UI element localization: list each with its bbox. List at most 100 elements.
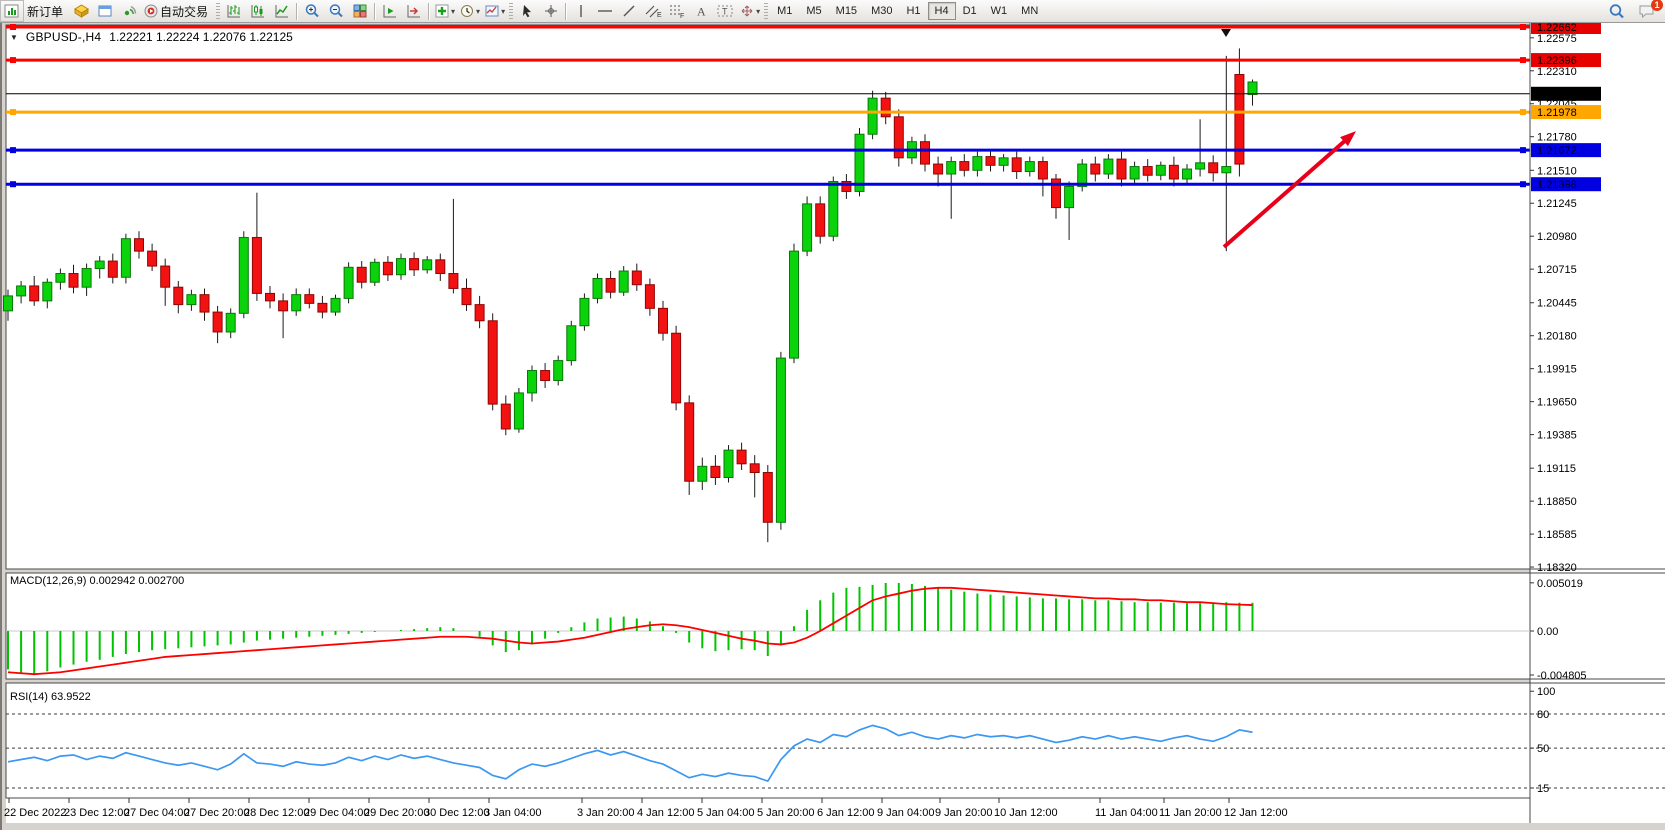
bar-chart-icon bbox=[227, 5, 241, 18]
price-chart-svg: 1.225751.223101.220451.217801.215101.212… bbox=[2, 23, 1665, 830]
line-handle[interactable] bbox=[10, 109, 16, 116]
notification-badge: 1 bbox=[1651, 0, 1663, 11]
fibonacci-button[interactable]: F bbox=[665, 0, 689, 22]
time-axis-label: 29 Dec 20:00 bbox=[364, 807, 429, 819]
channel-icon: E bbox=[645, 5, 662, 19]
rsi-axis-tick: 15 bbox=[1537, 783, 1549, 795]
indicators-button[interactable]: ▾ bbox=[432, 0, 457, 22]
line-handle[interactable] bbox=[10, 147, 16, 154]
chart-shift-marker-icon[interactable] bbox=[1221, 29, 1231, 37]
timeframe-m30[interactable]: M30 bbox=[871, 5, 893, 17]
time-axis-label: 27 Dec 04:00 bbox=[124, 807, 189, 819]
signal-icon bbox=[124, 5, 137, 16]
chart-shift-button[interactable] bbox=[402, 0, 426, 22]
trendline-icon bbox=[623, 5, 635, 17]
timeframe-h4[interactable]: H4 bbox=[927, 2, 956, 20]
crosshair-button[interactable] bbox=[539, 0, 563, 22]
chevron-down-icon: ▾ bbox=[501, 6, 506, 16]
svg-text:E: E bbox=[657, 12, 662, 19]
price-axis-tick: 1.22310 bbox=[1537, 66, 1577, 78]
time-axis-label: 28 Dec 12:00 bbox=[244, 807, 309, 819]
candlestick-chart-icon bbox=[251, 5, 265, 18]
zoom-out-button[interactable] bbox=[324, 0, 348, 22]
new-chart-button[interactable] bbox=[0, 0, 24, 22]
templates-button[interactable]: ▾ bbox=[482, 0, 507, 22]
time-axis-label: 3 Jan 04:00 bbox=[484, 807, 542, 819]
price-badge bbox=[1531, 23, 1601, 34]
zoom-in-button[interactable] bbox=[300, 0, 324, 22]
market-watch-button[interactable] bbox=[93, 0, 117, 22]
text-button[interactable]: A bbox=[689, 0, 713, 22]
autotrading-button[interactable]: 自动交易 bbox=[141, 0, 214, 22]
line-handle[interactable] bbox=[10, 57, 16, 64]
time-axis-label: 9 Jan 04:00 bbox=[877, 807, 935, 819]
line-handle[interactable] bbox=[1520, 24, 1526, 30]
line-handle[interactable] bbox=[10, 181, 16, 188]
profiles-button[interactable] bbox=[69, 0, 93, 22]
price-axis-tick: 1.18850 bbox=[1537, 496, 1577, 508]
time-axis-label: 23 Dec 12:00 bbox=[64, 807, 129, 819]
price-badge-label: 1.21398 bbox=[1537, 179, 1577, 191]
trend-arrow[interactable] bbox=[1222, 131, 1357, 249]
arrows-button[interactable]: ▾ bbox=[737, 0, 762, 22]
line-handle[interactable] bbox=[1520, 147, 1526, 154]
trendline-button[interactable] bbox=[617, 0, 641, 22]
toolbar-grip[interactable] bbox=[764, 3, 769, 19]
timeframe-mn[interactable]: MN bbox=[1021, 5, 1039, 17]
text-label-button[interactable]: T bbox=[713, 0, 737, 22]
vertical-line-button[interactable] bbox=[569, 0, 593, 22]
symbol-dropdown-icon[interactable]: ▼ bbox=[10, 32, 18, 42]
equidistant-channel-button[interactable]: E bbox=[641, 0, 665, 22]
auto-scroll-button[interactable] bbox=[378, 0, 402, 22]
toolbar-grip[interactable] bbox=[216, 3, 221, 19]
line-handle[interactable] bbox=[10, 24, 16, 30]
line-chart-button[interactable] bbox=[270, 0, 294, 22]
line-handle[interactable] bbox=[1520, 109, 1526, 116]
timeframe-w1[interactable]: W1 bbox=[990, 5, 1008, 17]
line-handle[interactable] bbox=[1520, 181, 1526, 188]
vertical-line-icon bbox=[580, 5, 582, 17]
timeframe-h1[interactable]: H1 bbox=[906, 5, 921, 17]
periods-button[interactable]: ▾ bbox=[457, 0, 482, 22]
price-badge-label: 1.21978 bbox=[1537, 107, 1577, 119]
line-handle[interactable] bbox=[1520, 57, 1526, 64]
timeframe-m1[interactable]: M1 bbox=[777, 5, 793, 17]
time-axis-label: 22 Dec 2022 bbox=[4, 807, 66, 819]
toolbar: 新订单 自动交易 bbox=[0, 0, 1665, 23]
timeframe-toolbar: M1 M5 M15 M30 H1 H4 D1 W1 MN bbox=[770, 2, 1045, 20]
horizontal-line-button[interactable] bbox=[593, 0, 617, 22]
cursor-button[interactable] bbox=[515, 0, 539, 22]
bar-chart-button[interactable] bbox=[222, 0, 246, 22]
price-badge-label: 1.22125 bbox=[1537, 89, 1577, 101]
tile-windows-button[interactable] bbox=[348, 0, 372, 22]
timeframe-m5[interactable]: M5 bbox=[806, 5, 822, 17]
price-badge bbox=[1531, 143, 1601, 158]
line-chart-icon bbox=[275, 5, 289, 18]
candlestick-chart-button[interactable] bbox=[246, 0, 270, 22]
price-axis-tick: 1.19915 bbox=[1537, 364, 1577, 376]
time-axis-label: 4 Jan 12:00 bbox=[637, 807, 695, 819]
price-axis-tick: 1.20445 bbox=[1537, 298, 1577, 310]
search-icon bbox=[1609, 3, 1624, 18]
price-axis-tick: 1.20980 bbox=[1537, 231, 1577, 243]
price-axis-tick: 1.18585 bbox=[1537, 529, 1577, 541]
price-axis-tick: 1.18320 bbox=[1537, 562, 1577, 574]
search-button[interactable] bbox=[1605, 0, 1629, 22]
signals-button[interactable] bbox=[117, 0, 141, 22]
timeframe-d1[interactable]: D1 bbox=[962, 5, 977, 17]
macd-signal-line bbox=[7, 586, 1253, 676]
time-axis-label: 11 Jan 20:00 bbox=[1159, 807, 1222, 819]
template-icon bbox=[485, 5, 499, 17]
time-axis-label: 27 Dec 20:00 bbox=[184, 807, 249, 819]
chevron-down-icon: ▾ bbox=[756, 6, 761, 16]
notifications-button[interactable]: 1 bbox=[1635, 0, 1663, 22]
time-axis-label: 12 Jan 12:00 bbox=[1224, 807, 1288, 819]
new-order-button[interactable]: 新订单 bbox=[24, 0, 69, 22]
price-axis-tick: 1.21510 bbox=[1537, 165, 1577, 177]
time-axis-label: 3 Jan 20:00 bbox=[577, 807, 635, 819]
macd-axis-tick: -0.004805 bbox=[1537, 670, 1587, 682]
toolbar-grip[interactable] bbox=[509, 3, 514, 19]
timeframe-m15[interactable]: M15 bbox=[835, 5, 858, 17]
time-axis-label: 29 Dec 04:00 bbox=[304, 807, 369, 819]
